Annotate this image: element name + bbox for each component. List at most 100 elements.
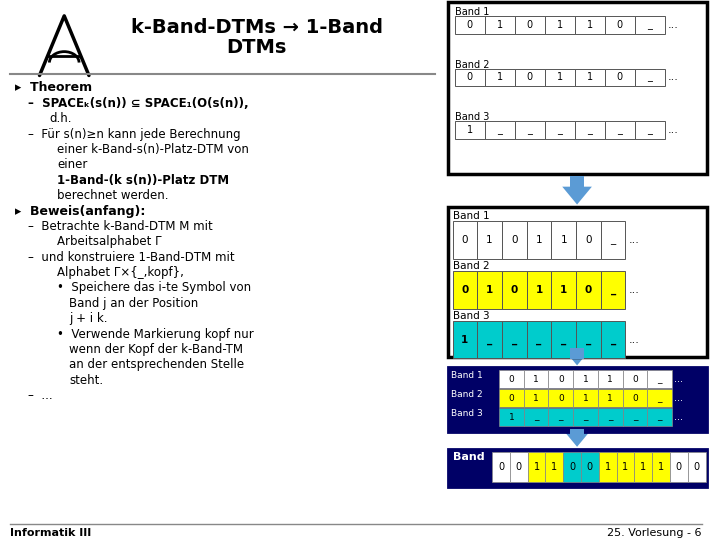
Text: ...: ...	[629, 285, 639, 295]
Text: 0: 0	[569, 462, 575, 471]
Bar	[647, 370, 672, 388]
Text: 1: 1	[497, 20, 503, 30]
Text: –  Betrachte k-Band-DTM M mit: – Betrachte k-Band-DTM M mit	[27, 220, 212, 233]
Bar	[576, 321, 600, 359]
Text: 1: 1	[557, 20, 563, 30]
Bar	[605, 69, 635, 86]
Text: 0: 0	[510, 285, 518, 295]
Text: 0: 0	[693, 462, 700, 471]
Bar	[647, 389, 672, 407]
Text: 1: 1	[587, 72, 593, 83]
Text: _: _	[633, 413, 637, 422]
Bar	[635, 16, 665, 34]
Text: Band: Band	[453, 452, 484, 462]
Bar	[545, 16, 575, 34]
Text: Band 1: Band 1	[453, 212, 489, 221]
Bar	[546, 452, 563, 482]
Text: ...: ...	[629, 235, 639, 245]
Bar	[570, 176, 584, 187]
Text: –  ...: – ...	[27, 389, 53, 402]
Bar	[598, 389, 623, 407]
Text: 0: 0	[558, 375, 564, 384]
Text: 25. Vorlesung - 6: 25. Vorlesung - 6	[607, 528, 701, 538]
Text: 1: 1	[462, 335, 469, 345]
Text: _: _	[611, 235, 616, 245]
Text: 0: 0	[632, 394, 638, 403]
Text: 1: 1	[557, 72, 563, 83]
Text: _: _	[487, 335, 492, 345]
Bar	[549, 408, 573, 426]
Polygon shape	[562, 187, 592, 205]
Text: 0: 0	[462, 235, 468, 245]
Bar	[523, 370, 549, 388]
Bar	[454, 69, 485, 86]
Text: _: _	[647, 20, 652, 30]
Bar	[523, 408, 549, 426]
Text: _: _	[647, 72, 652, 83]
Text: 0: 0	[508, 394, 514, 403]
Text: –  Für s(n)≥n kann jede Berechnung: – Für s(n)≥n kann jede Berechnung	[27, 127, 240, 140]
Text: –  SPACEₖ(s(n)) ⊆ SPACE₁(O(s(n)),: – SPACEₖ(s(n)) ⊆ SPACE₁(O(s(n)),	[27, 97, 248, 110]
Text: _: _	[557, 125, 562, 135]
Bar	[477, 221, 502, 259]
Bar	[575, 16, 605, 34]
Bar	[635, 69, 665, 86]
Bar	[448, 367, 708, 432]
Bar	[499, 408, 523, 426]
Polygon shape	[562, 348, 592, 366]
Bar	[647, 408, 672, 426]
Bar	[526, 321, 552, 359]
Text: ...: ...	[674, 412, 683, 422]
Bar	[623, 370, 647, 388]
Text: 0: 0	[462, 285, 469, 295]
Bar	[526, 221, 552, 259]
Bar	[634, 452, 652, 482]
Bar	[454, 16, 485, 34]
Text: Alphabet Γ×{_,kopf},: Alphabet Γ×{_,kopf},	[58, 266, 184, 279]
Text: 0: 0	[467, 20, 472, 30]
Bar	[549, 389, 573, 407]
Bar	[575, 69, 605, 86]
Text: •  Speichere das i-te Symbol von: • Speichere das i-te Symbol von	[58, 281, 251, 294]
Text: Band 1: Band 1	[454, 7, 489, 17]
Bar	[545, 69, 575, 86]
Text: ...: ...	[674, 393, 683, 403]
Text: 0: 0	[526, 20, 533, 30]
Text: Band 1: Band 1	[451, 372, 482, 380]
Bar	[448, 206, 708, 357]
Bar	[599, 452, 616, 482]
Bar	[635, 121, 665, 139]
Text: DTMs: DTMs	[227, 38, 287, 57]
Bar	[499, 389, 523, 407]
Text: 1: 1	[605, 462, 611, 471]
Bar	[570, 348, 584, 360]
Text: 1: 1	[582, 394, 588, 403]
Bar	[448, 2, 708, 174]
Bar	[552, 321, 576, 359]
Text: _: _	[498, 125, 502, 135]
Text: ...: ...	[668, 20, 679, 30]
Text: 1: 1	[607, 394, 613, 403]
Text: _: _	[559, 413, 563, 422]
Bar	[605, 16, 635, 34]
Bar	[570, 429, 584, 434]
Text: _: _	[561, 335, 567, 345]
Bar	[545, 121, 575, 139]
Text: 0: 0	[511, 235, 518, 245]
Bar	[485, 16, 515, 34]
Text: _: _	[512, 335, 517, 345]
Text: 1: 1	[560, 285, 567, 295]
Bar	[552, 221, 576, 259]
Bar	[477, 321, 502, 359]
Text: _: _	[608, 413, 613, 422]
Text: ...: ...	[674, 374, 683, 384]
Text: 1: 1	[497, 72, 503, 83]
Text: _: _	[611, 335, 616, 345]
Text: 0: 0	[585, 285, 592, 295]
Bar	[528, 452, 546, 482]
Bar	[453, 271, 477, 309]
Text: _: _	[647, 125, 652, 135]
Text: 0: 0	[585, 235, 592, 245]
Text: Band 3: Band 3	[451, 409, 482, 418]
Text: 1: 1	[560, 235, 567, 245]
